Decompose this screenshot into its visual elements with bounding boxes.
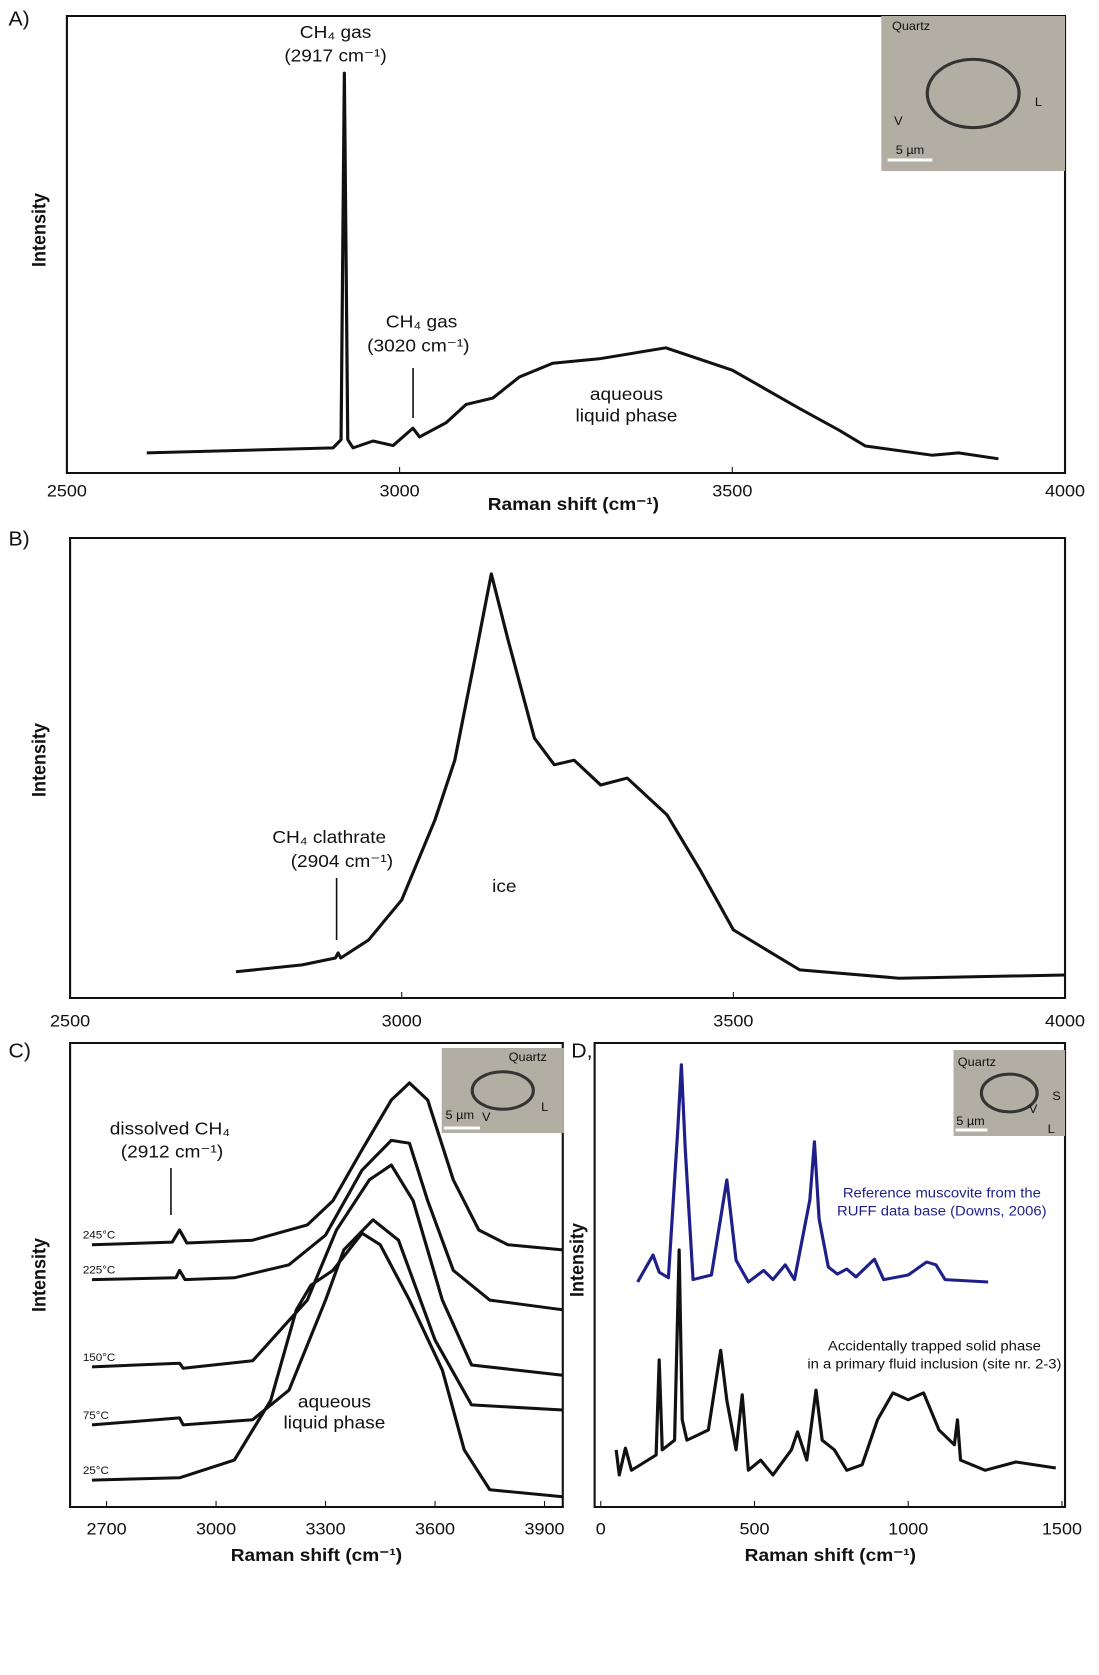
x-axis-label: Raman shift (cm⁻¹) (488, 493, 659, 513)
x-tick-label: 2700 (87, 1519, 127, 1538)
x-tick-label: 0 (596, 1519, 606, 1538)
annotation: (2904 cm⁻¹) (291, 850, 393, 870)
inset-photo (881, 16, 1066, 171)
annotation: aqueous (298, 1391, 371, 1411)
x-tick-label: 4000 (1045, 1011, 1085, 1030)
inset-label: 5 µm (445, 1109, 474, 1123)
x-tick-label: 3500 (712, 481, 752, 500)
data-line (235, 572, 1066, 980)
series-label: 25°C (83, 1465, 109, 1477)
inset-inclusion (470, 1070, 535, 1111)
annotation: in a primary fluid inclusion (site nr. 2… (807, 1357, 1061, 1373)
x-tick-label: 3000 (196, 1519, 236, 1538)
data-line (614, 1248, 1057, 1477)
inset-label: L (1035, 96, 1042, 110)
inset-label: V (1029, 1103, 1038, 1117)
x-tick-label: 3600 (415, 1519, 455, 1538)
inset-label: V (482, 1111, 491, 1125)
x-tick-label: 3000 (382, 1011, 422, 1030)
inset-label: Quartz (958, 1056, 996, 1070)
annotation: liquid phase (284, 1412, 386, 1432)
data-line (91, 1138, 563, 1312)
annotation: ice (492, 875, 516, 895)
annotation: CH₄ gas (386, 311, 457, 331)
inset-photo (953, 1050, 1066, 1136)
data-line (91, 1081, 563, 1252)
x-tick-label: 2500 (50, 1011, 90, 1030)
annotation: RUFF data base (Downs, 2006) (837, 1204, 1047, 1220)
inset-label: 5 µm (896, 144, 925, 158)
annotation: (3020 cm⁻¹) (367, 335, 469, 355)
x-tick-label: 3000 (380, 481, 420, 500)
x-tick-label: 3300 (305, 1519, 345, 1538)
inset-label: L (541, 1101, 548, 1115)
plot-frame (65, 15, 1067, 474)
inset-inclusion (979, 1072, 1039, 1114)
x-tick-label: 2500 (47, 481, 87, 500)
panel-label: A) (8, 8, 29, 30)
data-line (636, 1063, 989, 1284)
annotation: Accidentally trapped solid phase (828, 1339, 1041, 1355)
annotation: Reference muscovite from the (843, 1186, 1041, 1202)
annotation: aqueous (590, 383, 663, 403)
x-tick-label: 3500 (713, 1011, 753, 1030)
inset-label: 5 µm (956, 1115, 985, 1129)
annotation: dissolved CH₄ (110, 1118, 230, 1138)
annotation: (2912 cm⁻¹) (121, 1141, 223, 1161)
x-tick-label: 500 (739, 1519, 769, 1538)
x-axis-label: Raman shift (cm⁻¹) (231, 1544, 402, 1564)
y-axis-label: Intensity (28, 192, 50, 267)
annotation: liquid phase (576, 405, 678, 425)
series-label: 150°C (83, 1352, 116, 1364)
data-line (146, 71, 999, 461)
inset-label: S (1052, 1090, 1060, 1104)
plot-frame (69, 537, 1067, 999)
inset-label: Quartz (892, 20, 930, 34)
series-label: 245°C (83, 1230, 116, 1242)
annotation: (2917 cm⁻¹) (284, 45, 386, 65)
x-tick-label: 4000 (1045, 481, 1085, 500)
annotation: CH₄ gas (300, 21, 371, 41)
series-label: 225°C (83, 1265, 116, 1277)
y-axis-label: Intensity (28, 1237, 50, 1312)
annotation: CH₄ clathrate (272, 826, 386, 846)
panel-label: B) (8, 528, 29, 550)
x-tick-label: 3900 (524, 1519, 564, 1538)
data-line (91, 1218, 563, 1427)
y-axis-label: Intensity (566, 1222, 588, 1297)
data-line (91, 1163, 563, 1377)
inset-photo (441, 1048, 564, 1133)
panel-label: D, (571, 1040, 592, 1062)
x-axis-label: Raman shift (cm⁻¹) (745, 1544, 916, 1564)
inset-label: V (894, 115, 903, 129)
inset-label: Quartz (509, 1051, 547, 1065)
plot-frame (69, 1042, 564, 1508)
series-label: 75°C (83, 1410, 109, 1422)
plot-frame (593, 1042, 1067, 1508)
panel-label: C) (8, 1040, 30, 1062)
data-line (91, 1231, 563, 1499)
y-axis-label: Intensity (28, 722, 50, 797)
x-tick-label: 1000 (888, 1519, 928, 1538)
x-tick-label: 1500 (1042, 1519, 1082, 1538)
inset-inclusion (925, 57, 1021, 130)
inset-label: L (1048, 1123, 1055, 1137)
